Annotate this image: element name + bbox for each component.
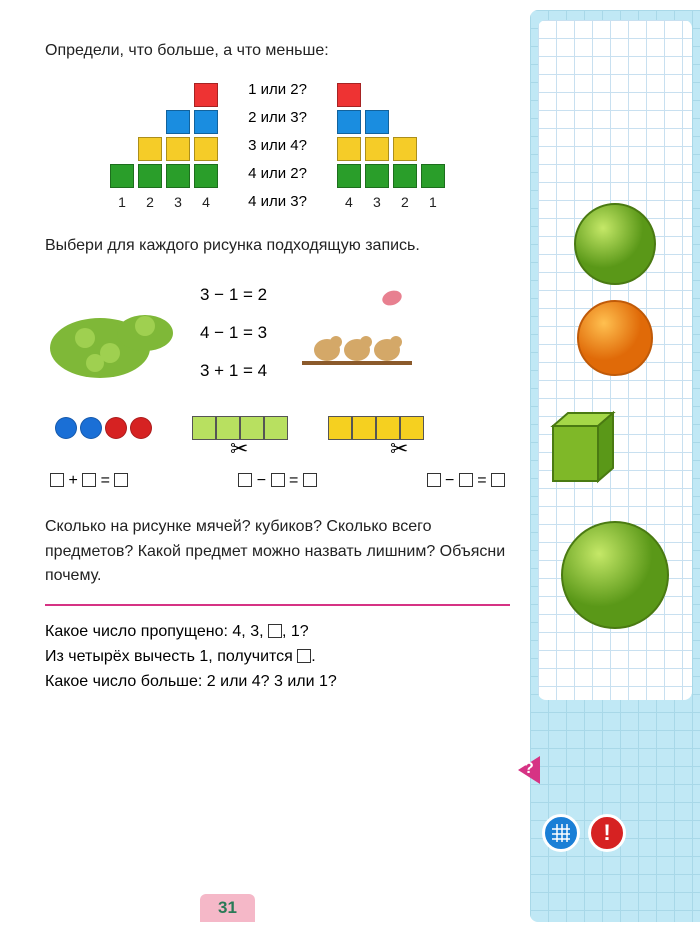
exclamation-badge-icon: ! [588, 814, 626, 852]
question-marker-icon: ? [518, 756, 540, 784]
q-line1: Какое число пропущено: 4, 3, , 1? [45, 620, 510, 645]
fill-equations: + = − = − = [45, 472, 510, 490]
grid-badge-icon [542, 814, 580, 852]
eq-blank-1: + = [50, 472, 128, 490]
green-strip: ✂ [192, 416, 288, 440]
green-cube [538, 401, 628, 491]
review-questions: Какое число пропущено: 4, 3, , 1? Из чет… [45, 620, 510, 694]
q-line2: Из четырёх вычесть 1, получится . [45, 645, 510, 670]
green-ball-2 [560, 520, 670, 630]
page-number-tab: 31 [200, 894, 255, 922]
sidebar-grid: ! [530, 10, 700, 922]
compare-questions: 1 или 2? 2 или 3? 3 или 4? 4 или 2? 4 ил… [248, 77, 307, 210]
orange-ball [576, 299, 654, 377]
exercise-match: Выбери для каждого рисунка подходящую за… [45, 235, 510, 387]
q-line3: Какое число больше: 2 или 4? 3 или 1? [45, 670, 510, 695]
green-ball-1 [573, 202, 658, 287]
section1-title: Определи, что больше, а что меньше: [45, 40, 510, 62]
scissors-icon: ✂ [230, 436, 248, 462]
colored-circles [55, 417, 152, 439]
birds-picture [292, 278, 422, 388]
scissors-icon: ✂ [390, 436, 408, 462]
right-towers: 4 3 2 1 [337, 77, 445, 210]
left-towers: 1 2 3 4 [110, 77, 218, 210]
frogs-picture [45, 278, 175, 388]
towers-diagram: 1 2 3 4 1 или 2? 2 или 3? 3 или 4? 4 или… [45, 77, 510, 210]
equations-list: 3 − 1 = 2 4 − 1 = 3 3 + 1 = 4 [200, 285, 267, 381]
yellow-strip: ✂ [328, 416, 424, 440]
section2-title: Выбери для каждого рисунка подходящую за… [45, 235, 510, 257]
eq-blank-2: − = [238, 472, 316, 490]
exercise-compare: Определи, что больше, а что меньше: 1 2 … [45, 40, 510, 210]
sidebar-badges: ! [542, 814, 626, 852]
divider [45, 604, 510, 606]
count-question: Сколько на рисунке мячей? кубиков? Сколь… [45, 515, 510, 589]
exercise-strips: ✂ ✂ [45, 416, 510, 440]
eq-blank-3: − = [427, 472, 505, 490]
